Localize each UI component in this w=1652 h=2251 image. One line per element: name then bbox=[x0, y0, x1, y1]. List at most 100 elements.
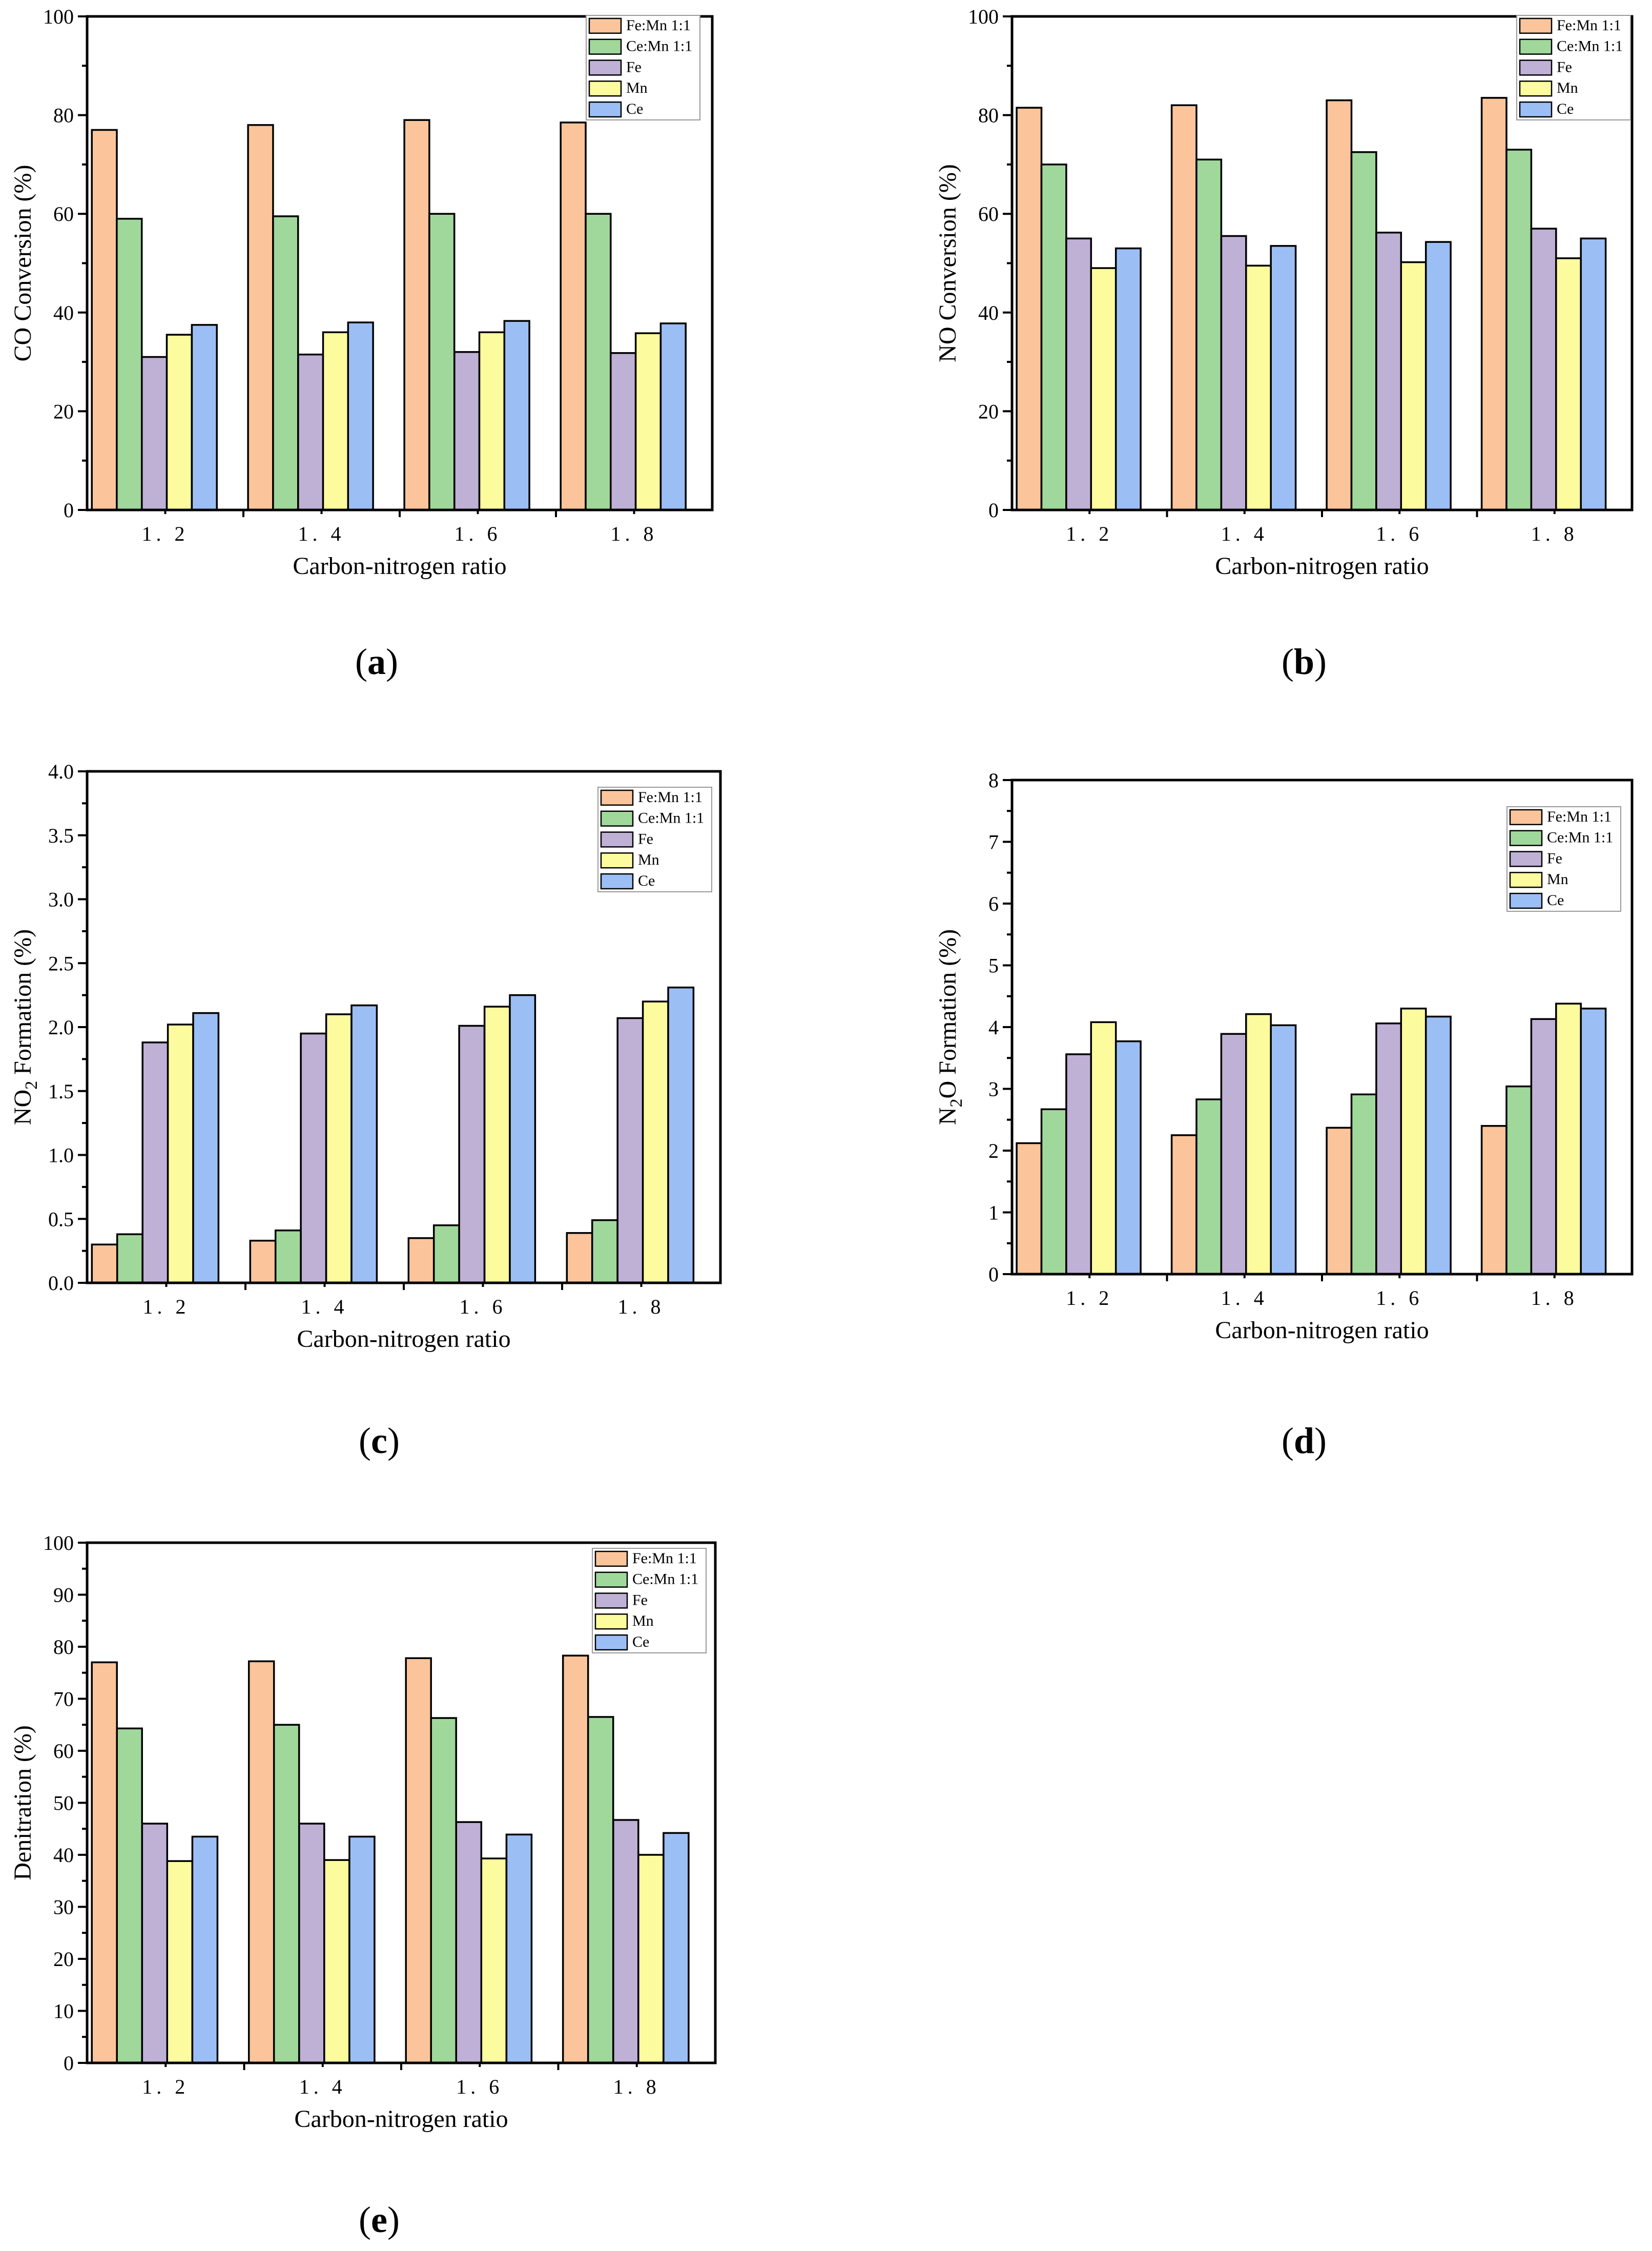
chart-panel-d: 0 1 2 3 4 5 6 7 8 1. 2 1. 4 1. 6 1. 8 Carbon-nitrogen… bbox=[934, 769, 1634, 1461]
x-tick-label-c-0: 1. 2 bbox=[143, 1295, 190, 1318]
bar-c-fe-1 bbox=[300, 1032, 327, 1284]
y-tick-label-e-8: 80 bbox=[53, 1635, 74, 1659]
legend-swatch-c-2 bbox=[600, 831, 634, 848]
bar-a-fe-mn-1-1-0 bbox=[91, 129, 118, 511]
legend-label-c-2: Fe bbox=[638, 830, 653, 847]
legend-swatch-a-4 bbox=[588, 101, 622, 118]
x-tick-label-b-2: 1. 6 bbox=[1376, 522, 1423, 545]
bar-b-fe-mn-1-1-1 bbox=[1170, 104, 1197, 511]
bar-d-fe-mn-1-1-3 bbox=[1480, 1125, 1508, 1275]
legend-swatch-e-3 bbox=[594, 1613, 628, 1630]
bar-c-fe-mn-1-1-3 bbox=[566, 1232, 593, 1284]
bar-e-ce-mn-1-1-2 bbox=[430, 1717, 457, 2064]
bar-b-ce-mn-1-1-2 bbox=[1350, 151, 1377, 511]
legend-label-a-0: Fe:Mn 1:1 bbox=[626, 17, 691, 34]
legend-swatch-a-1 bbox=[588, 38, 622, 55]
bar-c-fe-0 bbox=[141, 1041, 169, 1284]
y-tick-label-a-0: 0 bbox=[64, 499, 74, 522]
bar-a-ce-mn-1-1-2 bbox=[428, 213, 456, 511]
bar-a-ce-mn-1-1-1 bbox=[272, 215, 299, 511]
bar-d-fe-mn-1-1-1 bbox=[1170, 1134, 1197, 1275]
bar-e-fe-mn-1-1-3 bbox=[562, 1654, 589, 2064]
y-tick-label-c-6: 3.0 bbox=[48, 888, 74, 911]
legend-label-e-4: Ce bbox=[632, 1633, 649, 1650]
bar-b-ce-mn-1-1-0 bbox=[1040, 163, 1067, 511]
bar-e-mn-2 bbox=[480, 1857, 508, 2064]
y-tick-label-e-6: 60 bbox=[53, 1740, 74, 1763]
bar-e-fe-2 bbox=[455, 1821, 483, 2064]
bar-b-ce-mn-1-1-3 bbox=[1505, 149, 1533, 511]
bar-d-mn-2 bbox=[1400, 1008, 1427, 1275]
y-tick-label-b-4: 80 bbox=[978, 104, 999, 127]
bar-c-ce-3 bbox=[667, 986, 695, 1284]
x-tick-label-d-3: 1. 8 bbox=[1531, 1286, 1578, 1309]
bar-d-ce-mn-1-1-0 bbox=[1040, 1108, 1067, 1275]
bar-b-mn-1 bbox=[1245, 264, 1272, 511]
legend-label-a-1: Ce:Mn 1:1 bbox=[626, 38, 692, 55]
y-tick-label-d-2: 2 bbox=[988, 1139, 999, 1162]
legend-swatch-b-1 bbox=[1519, 38, 1553, 55]
y-tick-label-a-5: 100 bbox=[43, 5, 74, 28]
bar-e-ce-0 bbox=[191, 1835, 219, 2064]
y-axis-title-b: NO Conversion (%) bbox=[934, 164, 961, 362]
legend-swatch-c-3 bbox=[600, 852, 634, 869]
x-tick-label-e-0: 1. 2 bbox=[142, 2075, 189, 2098]
bar-a-ce-0 bbox=[191, 324, 218, 511]
legend-label-e-0: Fe:Mn 1:1 bbox=[632, 1550, 697, 1567]
bar-e-ce-3 bbox=[663, 1832, 690, 2064]
legend-label-d-0: Fe:Mn 1:1 bbox=[1547, 808, 1612, 825]
bar-b-fe-mn-1-1-0 bbox=[1016, 107, 1043, 511]
legend-swatch-d-2 bbox=[1509, 851, 1543, 867]
bar-e-mn-0 bbox=[166, 1860, 194, 2064]
bar-a-fe-mn-1-1-1 bbox=[247, 124, 274, 511]
bar-d-fe-mn-1-1-2 bbox=[1326, 1127, 1353, 1275]
y-tick-label-e-3: 30 bbox=[53, 1896, 74, 1919]
y-tick-label-d-1: 1 bbox=[988, 1201, 999, 1224]
y-tick-label-d-0: 0 bbox=[988, 1263, 999, 1286]
legend-swatch-d-3 bbox=[1509, 872, 1543, 888]
legend-swatch-b-4 bbox=[1519, 101, 1553, 118]
bar-e-ce-mn-1-1-1 bbox=[273, 1724, 300, 2064]
x-axis-title-d: Carbon-nitrogen ratio bbox=[1215, 1317, 1429, 1344]
bar-d-fe-2 bbox=[1375, 1022, 1402, 1275]
y-axis-title-d: N2O Formation (%) bbox=[934, 929, 966, 1125]
y-tick-label-a-2: 40 bbox=[53, 301, 74, 324]
bar-c-ce-1 bbox=[350, 1004, 378, 1284]
legend-label-c-4: Ce bbox=[638, 872, 655, 889]
bar-a-mn-1 bbox=[322, 331, 349, 511]
legend-label-e-1: Ce:Mn 1:1 bbox=[632, 1571, 698, 1588]
bar-c-fe-mn-1-1-1 bbox=[249, 1239, 277, 1284]
bar-d-ce-1 bbox=[1270, 1024, 1297, 1275]
panel-label-b: (b) bbox=[1282, 641, 1327, 682]
bar-b-mn-3 bbox=[1555, 257, 1582, 511]
y-tick-label-c-0: 0.0 bbox=[48, 1272, 74, 1295]
bar-a-ce-3 bbox=[659, 322, 687, 511]
bar-c-ce-0 bbox=[192, 1012, 220, 1284]
bar-d-ce-2 bbox=[1424, 1015, 1452, 1275]
y-tick-label-d-5: 5 bbox=[988, 954, 999, 977]
bar-c-fe-3 bbox=[616, 1017, 644, 1284]
panel-label-c: (c) bbox=[359, 1420, 400, 1461]
legend-a: Fe:Mn 1:1 Ce:Mn 1:1 Fe Mn Ce bbox=[586, 15, 700, 120]
bar-e-fe-0 bbox=[141, 1823, 169, 2064]
legend-label-d-3: Mn bbox=[1547, 871, 1568, 888]
legend-e: Fe:Mn 1:1 Ce:Mn 1:1 Fe Mn Ce bbox=[592, 1548, 707, 1653]
chart-panel-e: 0 10 20 30 40 50 60 70 80 90 100 1. 2 1. 4 1. 6 1. 8 Ca… bbox=[9, 1531, 717, 2240]
x-axis-title-b: Carbon-nitrogen ratio bbox=[1215, 552, 1429, 580]
chart-panel-c: 0.0 0.5 1.0 1.5 2.0 2.5 3.0 3.5 4.0 1. 2 1. 4 1. 6 1… bbox=[9, 760, 722, 1461]
legend-label-e-3: Mn bbox=[632, 1612, 654, 1629]
y-axis-title-c: NO2 Formation (%) bbox=[9, 929, 41, 1125]
y-axis-title-a: CO Conversion (%) bbox=[9, 165, 36, 362]
y-tick-label-b-1: 20 bbox=[978, 400, 999, 423]
bar-a-fe-mn-1-1-2 bbox=[403, 119, 430, 511]
bar-e-mn-1 bbox=[323, 1859, 350, 2064]
bar-a-mn-2 bbox=[478, 331, 506, 511]
y-tick-label-a-4: 80 bbox=[53, 104, 74, 127]
y-tick-label-b-5: 100 bbox=[968, 5, 999, 28]
legend-swatch-d-4 bbox=[1509, 892, 1543, 909]
chart-panel-a: 0 20 40 60 80 100 1. 2 1. 4 1. 6 1. 8 Carbon-nitro… bbox=[9, 5, 714, 682]
bar-d-ce-0 bbox=[1114, 1040, 1142, 1275]
y-tick-label-e-4: 40 bbox=[53, 1844, 74, 1867]
legend-label-c-1: Ce:Mn 1:1 bbox=[638, 810, 704, 827]
x-axis-title-e: Carbon-nitrogen ratio bbox=[294, 2105, 508, 2133]
